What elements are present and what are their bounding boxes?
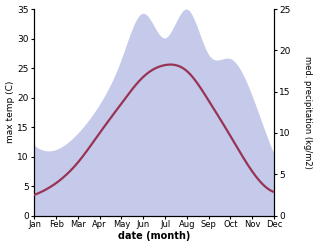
Y-axis label: med. precipitation (kg/m2): med. precipitation (kg/m2) (303, 56, 313, 169)
Y-axis label: max temp (C): max temp (C) (5, 81, 15, 144)
X-axis label: date (month): date (month) (118, 231, 190, 242)
